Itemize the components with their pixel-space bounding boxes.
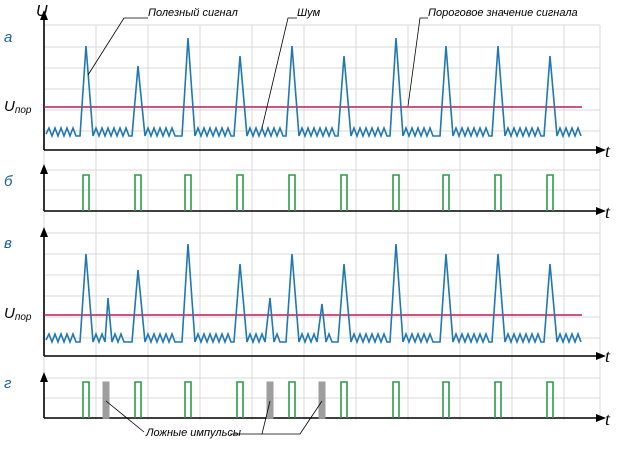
pulse-train-b: [82, 174, 554, 211]
pulse-g-1: [82, 381, 90, 418]
panel-label-v: в: [4, 235, 12, 252]
pulse-b-3: [184, 174, 192, 211]
pulse-g-7: [392, 381, 400, 418]
pulse-train-g: [82, 381, 554, 418]
pulse-g-4: [236, 381, 244, 418]
x-axis-label-g: t: [605, 409, 611, 429]
pulse-g-6: [340, 381, 348, 418]
pulse-g-2: [134, 381, 142, 418]
x-axis-label-b: t: [605, 202, 611, 222]
false-pulse-1: [102, 381, 110, 419]
threshold-label-a-sub: пор: [15, 105, 32, 116]
pulse-g-10: [546, 381, 554, 418]
threshold-label-v: Uпор: [4, 305, 32, 323]
x-axis-label-v: t: [605, 346, 611, 366]
pulse-g-9: [494, 381, 502, 418]
panel-label-g: г: [4, 375, 12, 392]
panel-v-axes: [40, 227, 606, 360]
annotation-noise: Шум: [297, 7, 321, 19]
leader-useful-signal: [87, 17, 148, 76]
pulse-g-8: [442, 381, 450, 418]
panel-b-axes: [40, 164, 606, 215]
panel-label-b: б: [4, 173, 13, 190]
leader-false-pulse-1: [105, 400, 145, 433]
panel-a-axes: [40, 10, 606, 154]
leader-noise: [261, 17, 297, 129]
false-pulses-g: [102, 381, 326, 419]
y-axis-label: U: [36, 3, 48, 20]
pulse-b-9: [494, 174, 502, 211]
x-axis-label-a: t: [605, 141, 611, 161]
threshold-label-v-sub: пор: [15, 312, 32, 323]
leader-threshold: [407, 17, 428, 107]
threshold-label-a-main: U: [4, 98, 15, 115]
pulse-g-5: [288, 381, 296, 418]
pulse-b-8: [442, 174, 450, 211]
threshold-label-v-main: U: [4, 305, 15, 322]
pulse-b-5: [288, 174, 296, 211]
leader-false-pulse-3: [262, 400, 323, 435]
pulse-b-1: [82, 174, 90, 211]
grid: [43, 24, 601, 420]
pulse-b-7: [392, 174, 400, 211]
false-pulse-2: [266, 381, 274, 419]
false-pulse-3: [318, 381, 326, 419]
pulse-b-6: [340, 174, 348, 211]
pulse-b-2: [134, 174, 142, 211]
signal-waveform-a: [45, 37, 582, 139]
signal-waveform-v: [45, 243, 582, 345]
panel-label-a: а: [4, 29, 12, 46]
threshold-label-a: Uпор: [4, 98, 32, 116]
pulse-b-10: [546, 174, 554, 211]
annotation-threshold: Пороговое значение сигнала: [428, 7, 578, 19]
annotation-false-pulses: Ложные импульсы: [145, 427, 241, 439]
pulse-b-4: [236, 174, 244, 211]
pulse-g-3: [184, 381, 192, 418]
annotation-useful-signal: Полезный сигнал: [148, 7, 238, 19]
